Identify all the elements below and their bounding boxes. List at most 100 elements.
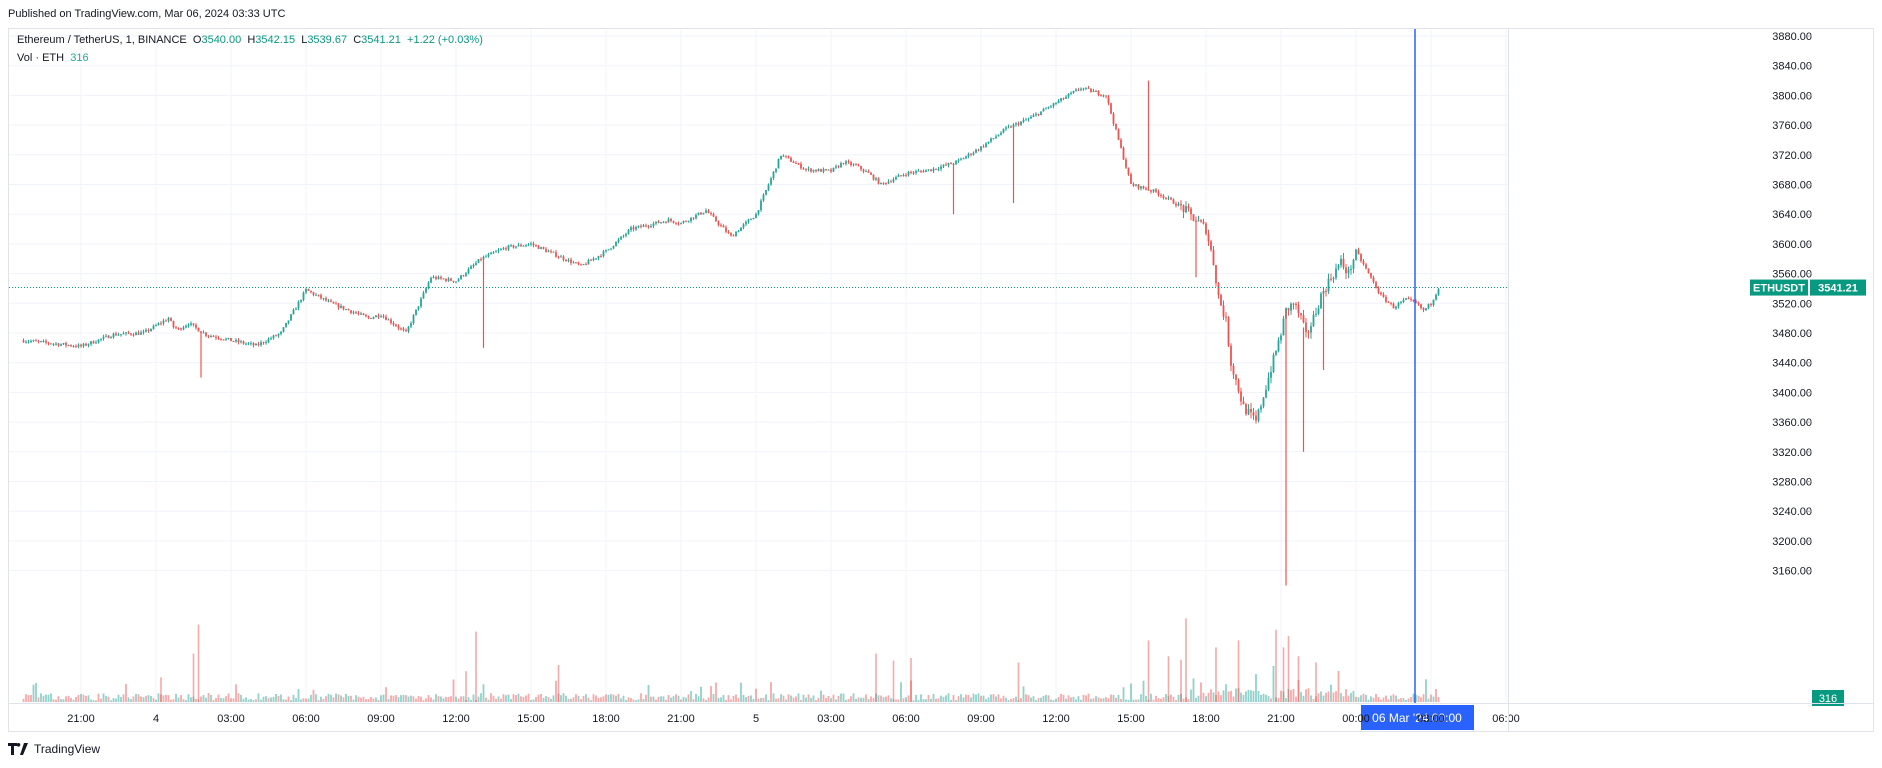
volume-bar (1125, 699, 1127, 702)
volume-spike (160, 677, 162, 702)
candle-body (1035, 113, 1037, 116)
candle-body (612, 246, 615, 249)
candle-body (225, 338, 227, 340)
y-tick-label: 3800.00 (1772, 90, 1812, 102)
candle-body (170, 318, 172, 321)
volume-bar (832, 694, 835, 702)
candle-body (1420, 304, 1422, 309)
candle-body (1232, 365, 1235, 375)
volume-bar (1212, 692, 1215, 702)
candle-body (925, 170, 927, 173)
candle-body (1132, 183, 1135, 186)
candle-body (1292, 303, 1295, 305)
volume-bar (1232, 696, 1235, 702)
volume-bar (1005, 697, 1007, 702)
symbol-title[interactable]: Ethereum / TetherUS, 1, BINANCE (17, 34, 187, 46)
volume-bar (1360, 695, 1362, 702)
candle-body (520, 244, 522, 247)
candle-body (1265, 389, 1267, 398)
volume-bar (332, 697, 335, 702)
volume-bar (225, 696, 227, 702)
volume-bar (130, 698, 132, 702)
candle-body (147, 329, 150, 331)
candle-body (592, 258, 595, 261)
volume-bar (90, 699, 92, 702)
candle-body (1385, 296, 1387, 302)
volume-bar (717, 697, 720, 702)
volume-bar (1327, 691, 1330, 702)
candle-body (410, 323, 412, 327)
candle-body (692, 217, 695, 219)
volume-bar (915, 694, 917, 702)
volume-bar (402, 694, 405, 702)
candle-body (785, 155, 787, 157)
volume-bar (100, 698, 102, 702)
volume-bar (1307, 688, 1310, 702)
volume-legend[interactable]: Vol · ETH 316 (17, 52, 89, 64)
volume-bar (1132, 699, 1135, 702)
candle-body (937, 169, 940, 171)
volume-spike (1275, 629, 1277, 702)
candle-body (670, 219, 672, 221)
x-tick-label: 18:00 (592, 713, 620, 725)
volume-bar (1127, 699, 1130, 702)
volume-bar (1257, 690, 1260, 702)
volume-bar (620, 698, 622, 702)
crosshair-date-bg (1361, 705, 1474, 730)
volume-bar (585, 694, 587, 702)
candle-body (325, 298, 327, 301)
candle-body (975, 149, 977, 153)
candle-body (277, 333, 280, 336)
volume-bar (575, 694, 577, 702)
symbol-legend[interactable]: Ethereum / TetherUS, 1, BINANCE O3540.00… (17, 34, 483, 46)
volume-bar (1435, 688, 1437, 702)
candle-body (1172, 199, 1175, 204)
candle-body (990, 138, 992, 142)
volume-bar (812, 695, 815, 702)
volume-bar (1045, 694, 1047, 702)
volume-bar (327, 693, 330, 702)
volume-bar (955, 700, 957, 702)
candle-body (725, 227, 727, 232)
volume-bar (172, 699, 175, 702)
volume-bar (62, 699, 65, 702)
candle-body (1425, 308, 1427, 311)
volume-bar (1200, 682, 1202, 702)
volume-bar (247, 699, 250, 702)
volume-bar (1007, 700, 1010, 702)
candle-body (422, 292, 425, 299)
volume-bar (610, 694, 612, 702)
volume-bar (642, 698, 645, 702)
volume-bar (1175, 700, 1177, 702)
volume-bar (855, 698, 857, 702)
candle-body (107, 335, 110, 339)
volume-bar (1395, 695, 1397, 702)
volume-bar (760, 697, 762, 702)
volume-bar (547, 697, 550, 702)
volume-bar (1295, 696, 1297, 702)
volume-bar (1260, 694, 1262, 702)
candle-body (507, 245, 510, 250)
volume-bar (320, 696, 322, 702)
volume-bar (1245, 691, 1247, 702)
candle-body (262, 342, 265, 344)
candle-body (202, 332, 205, 334)
x-tick-label: 21:00 (67, 713, 95, 725)
volume-bar (1055, 698, 1057, 702)
candle-body (470, 266, 472, 269)
volume-bar (267, 698, 270, 702)
published-caption: Published on TradingView.com, Mar 06, 20… (8, 8, 286, 20)
candle-body (987, 141, 990, 144)
candle-body (635, 227, 637, 230)
candle-body (330, 300, 332, 302)
candle-body (690, 217, 692, 222)
tradingview-footer[interactable]: TradingView (8, 742, 100, 756)
volume-bar (860, 697, 862, 702)
candle-body (260, 342, 262, 345)
volume-bar (300, 699, 302, 702)
candle-body (825, 169, 827, 171)
volume-bar (375, 697, 377, 702)
volume-bar (457, 698, 460, 702)
volume-bar (120, 696, 122, 702)
